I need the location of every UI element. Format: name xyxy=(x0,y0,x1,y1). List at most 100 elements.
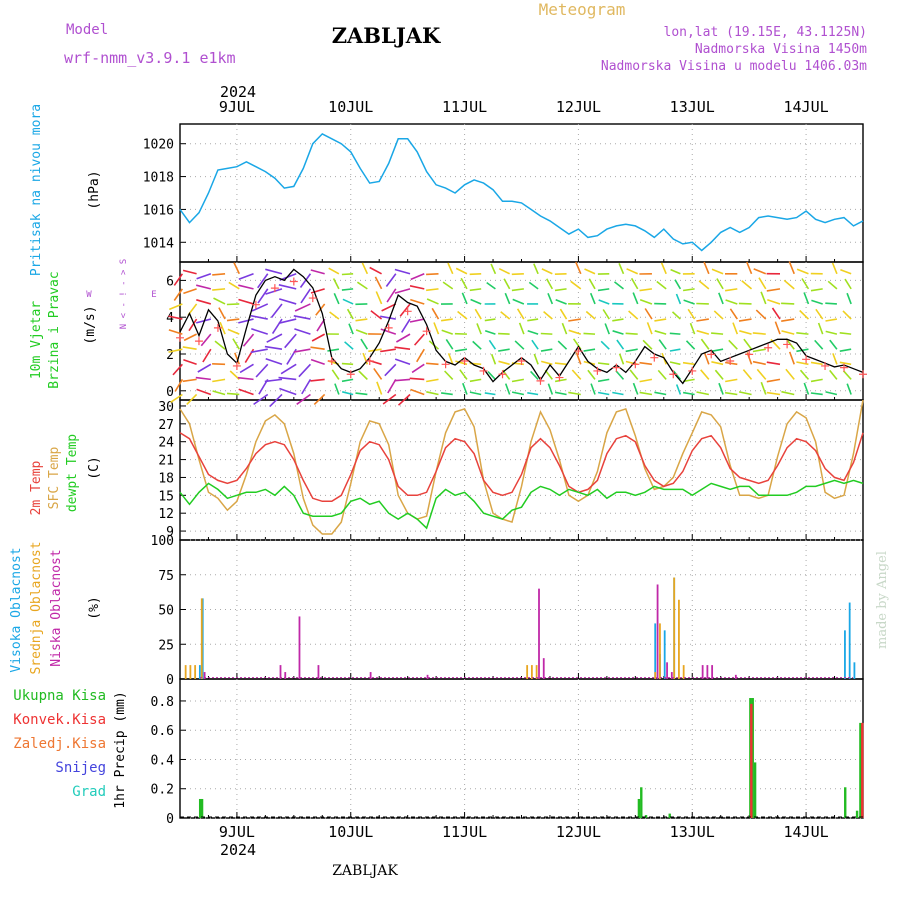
wind-arrow xyxy=(614,281,624,290)
wind-arrow xyxy=(612,330,624,335)
wind-arrow xyxy=(219,321,226,335)
wind-arrow xyxy=(212,378,226,383)
wind-arrow xyxy=(461,292,468,305)
wind-arrow xyxy=(183,359,197,366)
wind-arrow xyxy=(342,298,354,305)
wind-arrow xyxy=(590,383,596,395)
conv-rain-bar xyxy=(861,722,864,818)
wind-arrow xyxy=(284,333,297,349)
wind-arrow xyxy=(618,262,625,275)
wind-arrow xyxy=(498,348,510,352)
wind-arrow xyxy=(299,273,312,288)
wind-gust-marker xyxy=(840,363,849,372)
wind-arrow xyxy=(540,348,553,352)
wind-arrow xyxy=(265,357,283,366)
wind-arrow xyxy=(810,378,823,383)
wind-arrow xyxy=(644,308,653,320)
wind-arrow xyxy=(642,339,653,350)
wind-arrow xyxy=(766,378,781,383)
model-value: wrf-nmm_v3.9.1 e1km xyxy=(64,49,236,67)
wind-arrow xyxy=(310,269,325,275)
total-rain-bar xyxy=(753,762,757,818)
wind-arrow xyxy=(746,261,753,275)
wind-arrow xyxy=(472,340,482,350)
high-cloud-bar xyxy=(853,662,856,679)
wind-arrow xyxy=(504,292,511,305)
wind-arrow xyxy=(739,330,752,335)
wind-label-1: 10m Vjetar xyxy=(29,301,44,379)
wind-arrow xyxy=(460,277,468,290)
wind-arrow xyxy=(362,352,369,365)
mid-cloud-bar xyxy=(673,577,676,679)
wind-arrow xyxy=(271,318,283,335)
wind-arrow xyxy=(237,376,254,381)
wind-arrow xyxy=(488,339,497,350)
wind-gust-marker xyxy=(460,356,469,365)
wind-arrow xyxy=(511,288,524,292)
wind-arrow xyxy=(212,390,226,396)
high-cloud-bar xyxy=(844,630,846,679)
wind-arrow xyxy=(487,371,496,380)
wind-arrow xyxy=(696,318,709,322)
wind-arrow xyxy=(266,333,283,343)
wind-arrow xyxy=(195,376,211,381)
wind-arrow xyxy=(386,288,397,303)
y-tick-label: 25 xyxy=(158,638,174,653)
wind-arrow xyxy=(755,309,767,320)
wind-arrow xyxy=(575,261,582,275)
wind-arrow xyxy=(410,273,425,281)
wind-arrow xyxy=(447,262,454,275)
wind-arrow xyxy=(476,323,482,335)
wind-arrow xyxy=(758,277,767,290)
wind-arrow xyxy=(168,315,183,320)
wind-arrow xyxy=(280,363,297,375)
wind-arrow xyxy=(511,378,525,383)
wind-arrow xyxy=(457,310,468,320)
wind-arrow xyxy=(657,369,667,380)
y-tick-label: 1016 xyxy=(143,203,174,218)
wind-arrow xyxy=(327,348,340,352)
wind-arrow xyxy=(788,261,795,275)
total-rain-bar xyxy=(668,813,671,818)
wind-arrow xyxy=(767,299,781,305)
wind-arrow xyxy=(682,391,695,396)
wind-gust-marker xyxy=(176,333,184,342)
wind-arrow xyxy=(825,391,838,396)
wind-arrow xyxy=(738,302,752,305)
wind-arrow xyxy=(355,329,368,335)
compass-ns: N < - ! - > S xyxy=(119,259,129,329)
wind-arrow xyxy=(498,360,510,366)
wind-arrow xyxy=(490,263,497,275)
y-tick-label: 27 xyxy=(158,418,174,433)
wind-arrow xyxy=(544,369,553,380)
wind-arrow xyxy=(226,392,240,396)
wind-arrow xyxy=(348,323,354,335)
wind-arrow xyxy=(654,318,667,322)
dewpt-temp-line xyxy=(179,479,864,530)
wind-gust-marker xyxy=(289,277,298,286)
wind-arrow xyxy=(212,288,226,291)
y-tick-label: 1020 xyxy=(143,138,174,153)
wind-arrow xyxy=(810,361,823,366)
wind-arrow xyxy=(218,307,226,320)
precip-legend-item: Konvek.Kisa xyxy=(13,712,106,728)
wind-arrow xyxy=(626,268,639,275)
wind-arrow xyxy=(725,378,738,383)
wind-arrow xyxy=(242,333,255,347)
wind-gust-marker xyxy=(441,360,450,369)
wind-arrow xyxy=(238,298,254,305)
mid-cloud-bar xyxy=(189,665,192,679)
wind-arrow xyxy=(503,278,511,290)
wind-arrow xyxy=(588,278,596,290)
wind-arrow xyxy=(671,311,681,320)
wind-arrow xyxy=(196,388,212,396)
wind-arrow xyxy=(440,392,453,396)
wind-arrow xyxy=(597,362,610,366)
wind-arrow xyxy=(683,299,695,305)
wind-arrow xyxy=(382,393,397,405)
wind-arrow xyxy=(168,348,183,353)
wind-arrow xyxy=(168,329,183,335)
wind-arrow xyxy=(796,361,809,366)
wind-gust-marker xyxy=(232,361,241,370)
wind-arrow xyxy=(527,318,539,322)
